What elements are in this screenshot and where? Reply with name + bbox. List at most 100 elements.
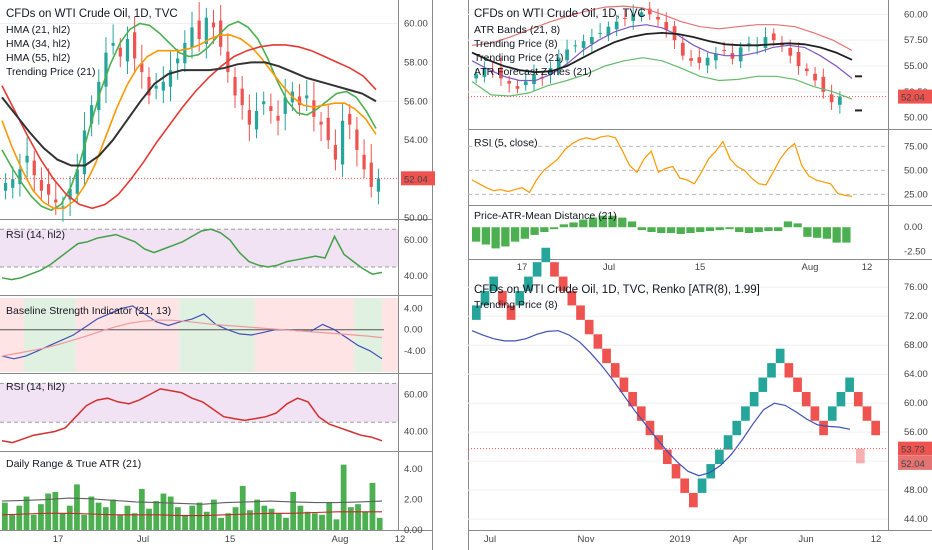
right-price-candle <box>556 57 561 71</box>
patr-bar <box>549 227 559 230</box>
y-tick-label: 60.00 <box>404 235 428 246</box>
renko-brick <box>584 319 594 335</box>
right-price-candle <box>623 17 627 19</box>
atr-bar <box>74 484 80 530</box>
patr-bar <box>793 223 802 228</box>
left-price-candle <box>168 70 173 87</box>
y-tick-label: 72.00 <box>904 311 928 322</box>
right-last-price-tag-bg <box>898 89 932 104</box>
renko-brick <box>662 449 672 465</box>
atr-bar <box>268 508 275 530</box>
atr-bar <box>138 488 145 530</box>
right-chart-title: CFDs on WTI Crude Oil, 1D, TVC <box>474 8 646 20</box>
left-price-candle <box>118 47 122 57</box>
left-price-candle <box>348 113 352 125</box>
renko-brick <box>775 348 785 364</box>
left-price-candle <box>183 42 187 64</box>
rsi5-title[interactable]: RSI (5, close) <box>474 137 538 149</box>
rsi-band <box>0 229 398 267</box>
atr-bar <box>311 513 318 530</box>
right-price-candle <box>590 37 594 44</box>
right-price-candle <box>722 49 726 51</box>
x-tick-label: Nov <box>578 534 595 545</box>
left-price-candle <box>269 106 273 111</box>
y-tick-label: 64.00 <box>904 369 928 380</box>
y-tick-label: 4.00 <box>404 304 423 315</box>
y-tick-label: 2.00 <box>404 495 423 506</box>
atr-bar <box>59 513 66 530</box>
legend-trending8[interactable]: Trending Price (8) <box>474 38 558 50</box>
renko-brick <box>836 391 846 407</box>
patr-bar <box>842 227 851 243</box>
legend-hma34[interactable]: HMA (34, hl2) <box>6 38 70 50</box>
y-tick-label: 55.00 <box>904 61 928 72</box>
y-tick-label: 60.00 <box>404 390 428 401</box>
renko-brick <box>732 420 742 436</box>
atr-bar <box>297 505 304 530</box>
right-price-candle <box>813 73 817 81</box>
renko-last-price-tag: 52.04 <box>901 459 925 470</box>
patr-title[interactable]: Price-ATR-Mean Distance (21) <box>474 210 617 222</box>
legend-hma21[interactable]: HMA (21, hl2) <box>6 24 70 36</box>
legend-trending21[interactable]: Trending Price (21) <box>6 66 95 78</box>
atr-bar <box>326 502 333 530</box>
renko-brick <box>550 262 559 277</box>
renko-trending-price-line <box>471 330 851 477</box>
right-price-candle <box>474 74 478 79</box>
renko-brick <box>489 276 499 292</box>
atr-bar <box>247 510 253 530</box>
left-price-candle <box>276 115 280 121</box>
legend-trending21-right[interactable]: Trending Price (21) <box>474 52 563 64</box>
atr-bar <box>38 504 44 530</box>
rsi-1-line <box>1 228 383 281</box>
x-tick-label: 17 <box>517 262 528 273</box>
bsi-title[interactable]: Baseline Strength Indicator (21, 13) <box>6 305 171 317</box>
right-price-candle <box>821 76 826 92</box>
right-price-candle <box>796 52 801 66</box>
atr-title[interactable]: Daily Range & True ATR (21) <box>6 458 141 470</box>
legend-renko-trending8[interactable]: Trending Price (8) <box>474 299 558 311</box>
legend-hma55[interactable]: HMA (55, hl2) <box>6 52 70 64</box>
atr-bar <box>95 502 102 530</box>
left-price-candle <box>233 76 237 96</box>
atr-bar <box>23 496 30 530</box>
bsi-ma-line <box>1 319 383 357</box>
left-price-candle <box>262 101 266 105</box>
atr-bar <box>196 502 203 530</box>
x-tick-label: 12 <box>395 534 406 545</box>
atr-bar <box>355 504 361 530</box>
line-hma-0 <box>1 20 377 212</box>
atr-bar <box>319 514 325 530</box>
renko-brick <box>784 363 794 378</box>
patr-bar <box>822 227 832 239</box>
left-price-candle <box>312 100 316 117</box>
renko-brick <box>749 391 759 407</box>
atr-bar <box>117 514 124 530</box>
legend-atr-bands[interactable]: ATR Bands (21, 8) <box>474 24 560 36</box>
right-price-candle <box>788 47 793 56</box>
x-tick-label: Jul <box>137 534 149 545</box>
left-price-candle <box>297 96 302 106</box>
y-tick-label: 68.00 <box>904 340 928 351</box>
left-price-candle <box>240 88 244 106</box>
right-price-candle <box>647 8 652 15</box>
atr-bar <box>218 517 224 530</box>
left-price-candle <box>147 76 151 96</box>
left-price-candle <box>140 63 144 73</box>
rsi1-title[interactable]: RSI (14, hl2) <box>6 229 65 241</box>
patr-bar <box>510 227 520 242</box>
renko-pending-brick <box>856 448 865 464</box>
left-price-candle <box>190 27 194 48</box>
left-price-candle <box>68 188 72 200</box>
rsi2-title[interactable]: RSI (14, hl2) <box>6 381 65 393</box>
legend-atr-forecast[interactable]: ATR Forecast Zones (21) <box>474 66 592 78</box>
renko-brick <box>689 492 698 508</box>
renko-brick <box>853 391 863 407</box>
left-last-price-tag-bg <box>401 171 435 186</box>
y-tick-label: -4.00 <box>404 346 426 357</box>
patr-bar <box>705 227 715 232</box>
patr-bar <box>803 227 812 237</box>
right-price-candle <box>697 57 702 63</box>
right-last-price-tag: 52.04 <box>901 93 925 104</box>
left-price-candle <box>211 22 216 28</box>
